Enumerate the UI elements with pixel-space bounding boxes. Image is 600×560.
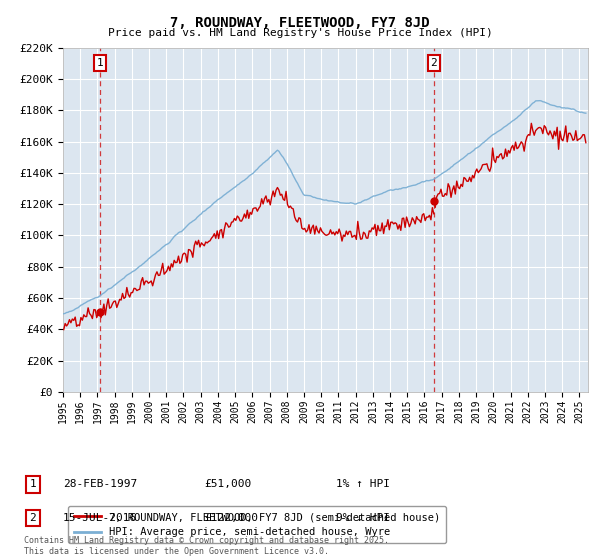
Text: 9% ↓ HPI: 9% ↓ HPI [336,513,390,523]
Text: 1: 1 [97,58,103,68]
Text: £51,000: £51,000 [204,479,251,489]
Text: £122,000: £122,000 [204,513,258,523]
Text: 7, ROUNDWAY, FLEETWOOD, FY7 8JD: 7, ROUNDWAY, FLEETWOOD, FY7 8JD [170,16,430,30]
Text: 28-FEB-1997: 28-FEB-1997 [63,479,137,489]
Text: Contains HM Land Registry data © Crown copyright and database right 2025.
This d: Contains HM Land Registry data © Crown c… [24,536,389,556]
Legend: 7, ROUNDWAY, FLEETWOOD, FY7 8JD (semi-detached house), HPI: Average price, semi-: 7, ROUNDWAY, FLEETWOOD, FY7 8JD (semi-de… [68,506,446,544]
Text: 2: 2 [29,513,37,523]
Text: 1% ↑ HPI: 1% ↑ HPI [336,479,390,489]
Text: 2: 2 [430,58,437,68]
Text: 15-JUL-2016: 15-JUL-2016 [63,513,137,523]
Text: 1: 1 [29,479,37,489]
Text: Price paid vs. HM Land Registry's House Price Index (HPI): Price paid vs. HM Land Registry's House … [107,28,493,38]
